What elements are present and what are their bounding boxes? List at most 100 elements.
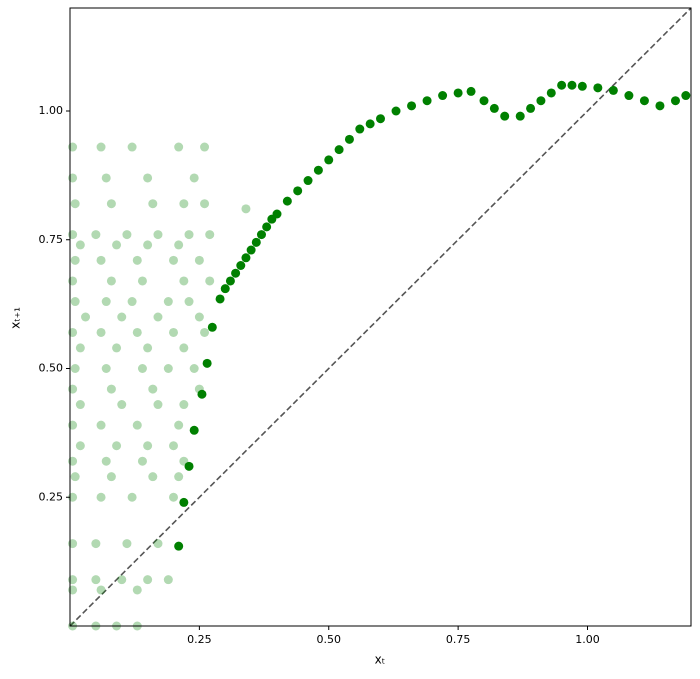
point — [313, 165, 323, 175]
y-tick-label: 0.25 — [39, 490, 64, 503]
point — [293, 186, 303, 196]
point — [101, 364, 111, 373]
point — [91, 230, 101, 240]
point — [241, 253, 251, 263]
point — [200, 199, 210, 209]
point — [231, 268, 241, 278]
point — [96, 420, 106, 430]
point — [567, 80, 577, 90]
point — [246, 245, 256, 255]
point — [189, 173, 199, 183]
point — [68, 230, 78, 240]
point — [197, 389, 207, 399]
point — [174, 240, 184, 250]
x-axis-label: xₜ — [375, 653, 386, 667]
point — [127, 492, 137, 502]
point — [179, 276, 189, 286]
point — [96, 255, 106, 265]
point — [205, 276, 215, 286]
point — [68, 327, 78, 337]
point — [163, 575, 173, 585]
x-tick-label: 0.75 — [446, 633, 471, 646]
point — [143, 441, 153, 451]
point — [515, 111, 525, 121]
point — [169, 255, 178, 265]
point — [681, 91, 691, 101]
point — [536, 96, 546, 106]
point — [101, 297, 111, 307]
point — [184, 461, 194, 471]
point — [117, 312, 127, 322]
point — [112, 240, 122, 250]
point — [174, 472, 184, 482]
point — [68, 539, 78, 549]
point — [122, 539, 132, 549]
point — [163, 364, 173, 373]
point — [422, 96, 432, 106]
point — [96, 142, 106, 152]
point — [75, 343, 85, 353]
point — [68, 384, 78, 394]
point — [68, 420, 78, 430]
point — [453, 88, 463, 98]
y-tick-label: 1.00 — [39, 104, 64, 117]
point — [163, 297, 173, 307]
point — [106, 199, 116, 209]
point — [68, 142, 78, 152]
point — [407, 101, 417, 111]
point — [96, 327, 106, 337]
point — [106, 276, 116, 286]
point — [179, 343, 189, 353]
point — [112, 343, 122, 353]
point — [75, 240, 85, 250]
point — [365, 119, 375, 129]
point — [68, 585, 78, 595]
point — [68, 173, 78, 183]
point — [148, 199, 158, 209]
point — [127, 297, 137, 307]
point — [70, 472, 80, 482]
point — [81, 312, 91, 322]
point — [500, 111, 510, 121]
point — [96, 585, 106, 595]
point — [75, 441, 85, 451]
point — [355, 124, 365, 134]
point — [236, 261, 246, 270]
point — [546, 88, 556, 98]
point — [272, 209, 282, 219]
point — [200, 142, 210, 152]
point — [70, 255, 80, 265]
point — [137, 276, 147, 286]
point — [75, 400, 85, 410]
point — [117, 575, 127, 585]
point — [91, 539, 101, 549]
y-tick-label: 0.75 — [39, 233, 64, 246]
plot-frame — [69, 7, 692, 627]
point — [215, 294, 225, 304]
point — [189, 364, 199, 373]
point — [184, 230, 194, 240]
point — [153, 230, 163, 240]
point — [577, 81, 587, 91]
point — [143, 343, 153, 353]
point — [153, 400, 163, 410]
point — [479, 96, 489, 106]
point — [91, 575, 101, 585]
point — [526, 103, 536, 113]
point — [438, 91, 448, 101]
point — [143, 575, 153, 585]
point — [593, 83, 603, 93]
point — [489, 103, 499, 113]
point — [391, 106, 401, 116]
point — [148, 384, 158, 394]
point — [174, 541, 184, 551]
point — [132, 327, 142, 337]
point — [68, 456, 78, 466]
point — [194, 255, 204, 265]
point — [334, 145, 344, 155]
point — [174, 142, 184, 152]
point — [106, 472, 116, 482]
point — [324, 155, 334, 165]
